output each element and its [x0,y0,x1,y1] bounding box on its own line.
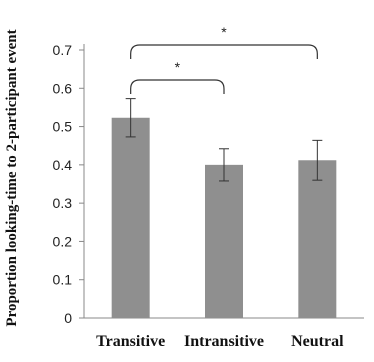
y-tick-label: 0.4 [53,157,73,173]
bar-intransitive [205,164,243,318]
significance-marker: * [175,59,181,75]
y-tick-label: 0.3 [53,195,73,211]
y-tick-label: 0.5 [53,119,73,135]
y-tick-label: 0.1 [53,272,73,288]
y-tick-label: 0 [64,310,72,326]
y-tick-label: 0.2 [53,233,73,249]
significance-marker: * [221,24,227,40]
y-tick-label: 0.6 [53,80,73,96]
bar-neutral [298,160,337,318]
bar-transitive [111,117,150,318]
significance-bracket [130,79,225,94]
y-tick-label: 0.7 [53,42,73,58]
y-axis-title: Proportion looking-time to 2-participant… [4,29,20,326]
x-tick-label-neutral: Neutral [291,333,344,350]
x-tick-label-intransitive: Intransitive [184,333,264,350]
x-tick-label-transitive: Transitive [96,333,165,350]
significance-bracket [130,44,318,59]
